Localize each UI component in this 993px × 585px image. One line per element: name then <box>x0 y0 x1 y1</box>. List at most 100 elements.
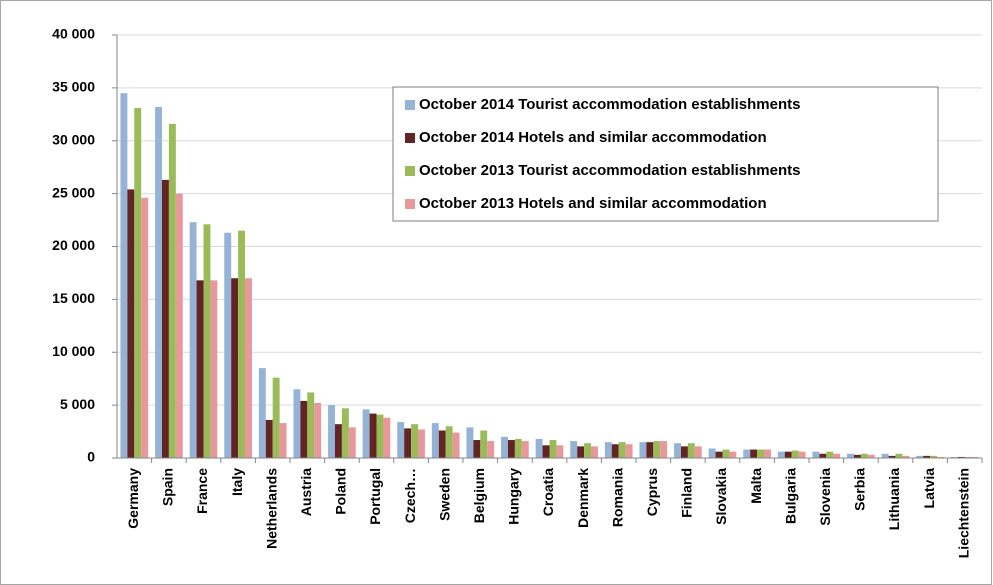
bar <box>141 197 149 459</box>
bar <box>397 422 405 458</box>
bar <box>535 438 543 458</box>
bar <box>480 430 488 458</box>
y-tick-label: 0 <box>87 449 95 465</box>
x-tick-label: Romania <box>609 468 625 527</box>
bar <box>902 455 910 458</box>
x-tick-label: Netherlands <box>263 468 279 549</box>
x-tick-label: Serbia <box>852 468 868 511</box>
x-tick-label: Bulgaria <box>782 468 798 524</box>
bar <box>487 441 495 458</box>
y-tick-label: 5 000 <box>60 396 95 412</box>
bar <box>819 453 827 458</box>
bar <box>514 438 522 458</box>
bar <box>916 455 924 458</box>
bar <box>383 417 391 458</box>
bar <box>680 446 688 458</box>
bar <box>549 440 557 458</box>
bar <box>757 449 765 458</box>
legend-label: October 2014 Tourist accommodation estab… <box>419 96 801 113</box>
bar <box>895 453 903 458</box>
x-tick-label: Malta <box>748 468 764 504</box>
legend-label: October 2013 Hotels and similar accommod… <box>419 195 767 212</box>
bar <box>473 440 481 458</box>
bar <box>833 453 841 458</box>
bar <box>867 454 875 458</box>
bar <box>646 442 654 458</box>
bar <box>826 451 834 458</box>
bar <box>729 451 737 458</box>
x-tick-label: Sweden <box>436 468 452 521</box>
x-tick-label: Belgium <box>471 468 487 523</box>
y-tick-label: 35 000 <box>52 79 95 95</box>
legend-label: October 2013 Tourist accommodation estab… <box>419 162 801 179</box>
x-tick-label: Austria <box>298 468 314 516</box>
x-tick-label: Spain <box>160 468 176 506</box>
bar <box>418 429 425 458</box>
bar <box>307 392 315 458</box>
x-tick-label: Hungary <box>506 468 522 525</box>
bar <box>134 107 142 458</box>
bar <box>687 443 695 458</box>
bar <box>238 230 246 458</box>
bar <box>120 93 128 458</box>
x-tick-label: Italy <box>229 468 245 496</box>
bar <box>369 413 377 458</box>
legend-swatch <box>405 133 415 143</box>
bar <box>507 440 515 458</box>
bar <box>314 403 322 458</box>
bar <box>155 106 162 458</box>
bar <box>210 280 218 458</box>
x-tick-label: Denmark <box>575 468 591 528</box>
bar <box>653 441 661 458</box>
bar <box>258 368 266 458</box>
bar <box>971 456 979 458</box>
bar <box>175 193 183 458</box>
bar <box>328 405 335 458</box>
bar <box>168 123 176 458</box>
bar <box>791 450 799 458</box>
x-tick-label: Liechtenstein <box>955 468 971 558</box>
bar <box>556 445 564 458</box>
x-tick-label: Croatia <box>540 468 556 516</box>
bar <box>584 443 592 458</box>
bar <box>127 189 135 458</box>
bar <box>847 453 854 458</box>
bar <box>189 222 197 458</box>
x-tick-label: Finland <box>679 468 695 518</box>
bar <box>196 280 204 458</box>
bar <box>611 444 619 458</box>
x-tick-label: Poland <box>333 468 349 515</box>
bar <box>245 278 252 458</box>
bar <box>334 424 342 458</box>
legend-swatch <box>405 100 415 110</box>
bar <box>764 449 771 458</box>
y-tick-label: 20 000 <box>52 237 95 253</box>
y-tick-label: 10 000 <box>52 343 95 359</box>
bar <box>812 451 820 458</box>
legend-label: October 2014 Hotels and similar accommod… <box>419 129 767 146</box>
legend-swatch <box>405 199 415 209</box>
bar <box>798 451 806 458</box>
x-tick-label: Cyprus <box>644 468 660 516</box>
bar <box>404 428 412 458</box>
bar <box>930 455 938 458</box>
bar <box>341 408 349 458</box>
bar <box>161 179 169 458</box>
legend-swatch <box>405 166 415 176</box>
bar <box>300 400 308 458</box>
bar <box>888 455 896 458</box>
bar <box>853 454 861 458</box>
bar <box>715 451 723 458</box>
bar <box>964 456 972 458</box>
bar <box>231 278 239 458</box>
bar <box>279 423 287 458</box>
bar <box>881 453 889 458</box>
bar <box>722 449 730 458</box>
bar <box>625 444 633 458</box>
bar <box>466 427 474 458</box>
bar <box>362 409 370 458</box>
bar <box>694 446 702 458</box>
bar <box>203 224 211 458</box>
bar <box>570 441 578 458</box>
